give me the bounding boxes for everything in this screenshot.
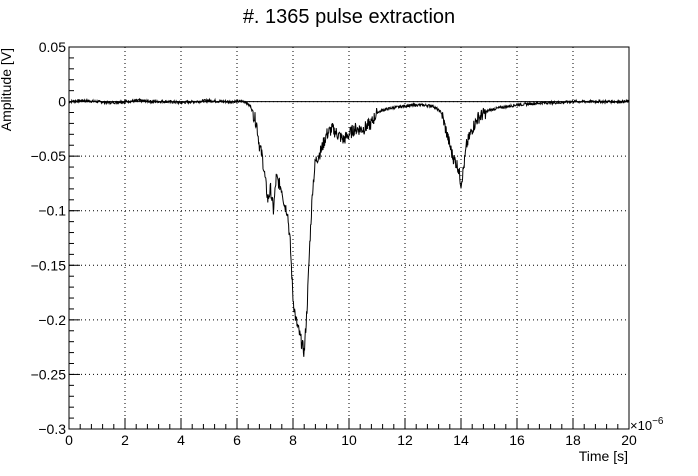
x-tick-label: 16 <box>509 432 525 448</box>
grid-lines <box>69 47 629 429</box>
x-tick-label: 14 <box>453 432 469 448</box>
axis-tick-labels: 0 2 4 6 8 10 12 14 16 18 20 −0.3 −0.25 −0.2 −0.15 −0.1 −… <box>31 39 637 448</box>
y-tick-label: −0.15 <box>31 257 67 273</box>
y-tick-label: −0.2 <box>38 312 66 328</box>
series-line <box>68 97 630 357</box>
chart-title: #. 1365 pulse extraction <box>243 6 455 28</box>
y-tick-label: −0.3 <box>38 421 66 437</box>
x-tick-label: 18 <box>565 432 581 448</box>
x-tick-label: 6 <box>233 432 241 448</box>
x-axis-multiplier: ×10−6 <box>630 416 664 433</box>
x-tick-label: 2 <box>121 432 129 448</box>
x-axis-label: Time [s] <box>579 448 628 464</box>
x-tick-label: 4 <box>177 432 185 448</box>
y-tick-label: 0.05 <box>39 39 66 55</box>
x-tick-label: 12 <box>397 432 413 448</box>
y-tick-label: 0 <box>58 94 66 110</box>
x-tick-label: 8 <box>289 432 297 448</box>
x-tick-label: 20 <box>621 432 637 448</box>
x-axis-multiplier-exponent: −6 <box>652 416 664 427</box>
x-axis-multiplier-base: ×10 <box>630 418 652 433</box>
y-axis-label: Amplitude [V] <box>0 48 14 131</box>
axis-ticks <box>68 46 630 430</box>
x-tick-label: 10 <box>341 432 357 448</box>
y-tick-label: −0.05 <box>31 148 67 164</box>
x-tick-label: 0 <box>65 432 73 448</box>
y-tick-label: −0.25 <box>31 366 67 382</box>
y-tick-label: −0.1 <box>38 203 66 219</box>
